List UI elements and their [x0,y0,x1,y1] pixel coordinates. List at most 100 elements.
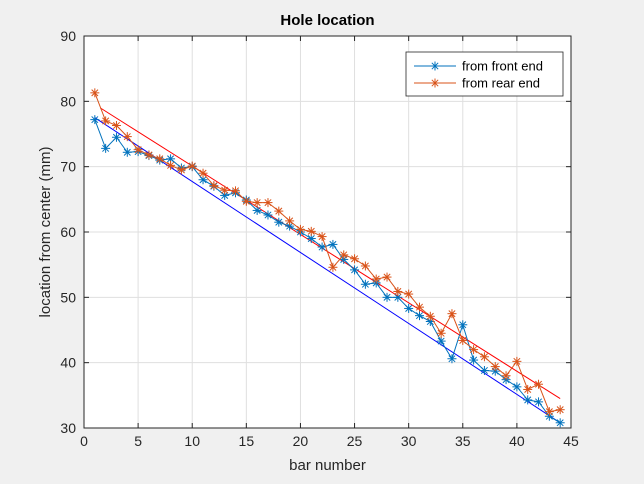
legend-marker [430,61,440,71]
data-point [555,405,565,415]
ticks: 0 5 10 15 20 25 30 35 40 45 30 40 50 60 70 80 90 [60,28,579,449]
data-point [274,206,284,216]
data-point [317,232,327,242]
data-point [295,224,305,234]
data-point [317,242,327,252]
data-point [133,145,143,155]
data-point [404,303,414,313]
data-point [414,302,424,312]
data-point [122,147,132,157]
data-point [306,226,316,236]
data-point [339,250,349,260]
y-tick-label: 40 [60,355,76,371]
legend-label: from rear end [462,76,540,91]
data-point [512,356,522,366]
data-point [371,274,381,284]
legend-entry: from front end [414,59,543,74]
x-tick-label: 5 [134,433,142,449]
data-point [382,292,392,302]
data-point [176,165,186,175]
data-point [285,216,295,226]
data-point [90,115,100,125]
data-point [534,379,544,389]
data-point [479,366,489,376]
x-tick-label: 45 [563,433,579,449]
x-tick-label: 30 [401,433,417,449]
data-point [166,154,176,164]
x-tick-label: 15 [239,433,255,449]
data-point [263,198,273,208]
data-point [263,210,273,220]
y-tick-label: 50 [60,289,76,305]
chart-title: Hole location [280,12,374,29]
data-point [241,196,251,206]
data-point [555,418,565,428]
data-point [101,116,111,126]
data-point [274,217,284,227]
data-point [350,254,360,264]
data-point [469,345,479,355]
data-point [360,261,370,271]
data-point [252,198,262,208]
data-point [111,132,121,142]
data-point [469,355,479,365]
data-point [534,397,544,407]
data-point [198,168,208,178]
data-point [252,205,262,215]
x-axis-label: bar number [289,457,366,474]
legend-marker [430,78,440,88]
data-point [328,239,338,249]
legend-label: from front end [462,59,543,74]
data-point [393,286,403,296]
data-point [436,328,446,338]
y-tick-label: 80 [60,93,76,109]
data-point [425,311,435,321]
data-point [447,309,457,319]
data-point [523,395,533,405]
data-point [523,384,533,394]
data-point [101,143,111,153]
data-point [458,320,468,330]
data-point [436,336,446,346]
fit-line [99,107,561,400]
legend[interactable]: from front end from rear end [405,51,564,97]
x-tick-label: 40 [509,433,525,449]
grid [84,36,571,428]
legend-box [405,51,564,97]
data-point [209,181,219,191]
data-point [447,354,457,364]
data-point [404,289,414,299]
series-group [90,88,565,428]
x-tick-label: 20 [293,433,309,449]
data-point [144,150,154,160]
x-tick-label: 25 [347,433,363,449]
data-point [501,371,511,381]
data-point [360,279,370,289]
data-point [122,132,132,142]
data-point [479,352,489,362]
y-tick-label: 90 [60,28,76,44]
data-point [328,262,338,272]
data-point [490,362,500,372]
data-point [166,160,176,170]
data-point [187,161,197,171]
data-point [414,311,424,321]
y-axis-label: location from center (mm) [37,147,54,318]
x-tick-label: 35 [455,433,471,449]
y-tick-label: 30 [60,420,76,436]
y-tick-label: 70 [60,159,76,175]
data-point [544,407,554,417]
legend-entry: from rear end [414,76,540,91]
x-tick-label: 10 [184,433,200,449]
data-point [231,186,241,196]
data-point [458,335,468,345]
data-point [512,382,522,392]
data-point [350,265,360,275]
series-1 [90,88,565,417]
data-point [382,272,392,282]
data-point [155,154,165,164]
y-tick-label: 60 [60,224,76,240]
x-tick-label: 0 [80,433,88,449]
data-point [111,121,121,131]
